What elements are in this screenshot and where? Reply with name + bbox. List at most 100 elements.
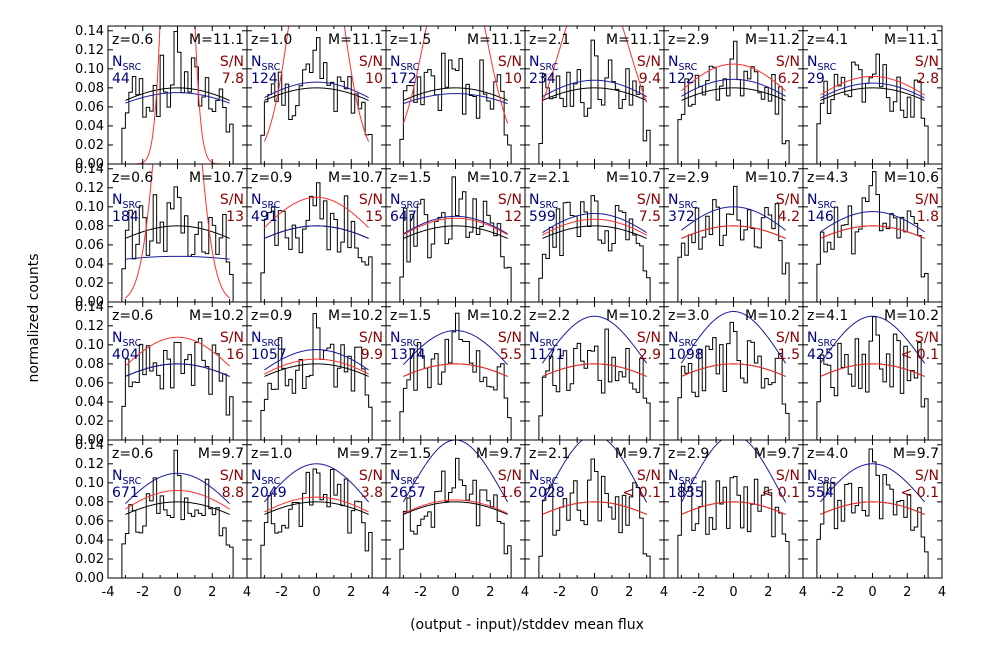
x-tick-label: -2 bbox=[275, 585, 288, 600]
y-tick-label: 0.04 bbox=[75, 257, 104, 272]
sn-label: S/N bbox=[915, 468, 939, 484]
sn-value: < 0.1 bbox=[901, 347, 939, 363]
redshift-label: z=0.9 bbox=[251, 170, 292, 186]
blue-model-curve bbox=[403, 93, 508, 105]
histogram bbox=[538, 39, 651, 164]
sn-label: S/N bbox=[220, 192, 244, 208]
blue-model-curve bbox=[542, 212, 647, 234]
mass-label: M=10.2 bbox=[884, 308, 939, 324]
panel-2-5: z=4.1 M=10.2 NSRC S/N 425 < 0.1 bbox=[802, 301, 943, 441]
histogram bbox=[399, 176, 512, 302]
redshift-label: z=0.6 bbox=[112, 308, 153, 324]
nsrc-value: 1171 bbox=[529, 347, 565, 363]
nsrc-value: 172 bbox=[390, 71, 417, 87]
redshift-label: z=2.1 bbox=[529, 170, 570, 186]
redshift-label: z=1.5 bbox=[390, 170, 431, 186]
y-tick-label: 0.14 bbox=[75, 162, 104, 177]
y-tick-label: 0.02 bbox=[75, 414, 104, 429]
y-tick-label: 0.00 bbox=[75, 571, 104, 586]
red-model-curve bbox=[541, 26, 648, 103]
redshift-label: z=3.0 bbox=[668, 308, 709, 324]
nsrc-label: NSRC bbox=[390, 468, 420, 487]
sn-label: S/N bbox=[359, 192, 383, 208]
blue-model-curve bbox=[402, 440, 509, 503]
y-tick-label: 0.14 bbox=[75, 300, 104, 315]
histogram bbox=[816, 448, 929, 578]
histogram bbox=[399, 457, 512, 578]
histogram bbox=[538, 328, 651, 440]
blue-model-curve bbox=[264, 81, 369, 99]
sn-value: 3.8 bbox=[361, 485, 383, 501]
red-model-curve bbox=[820, 363, 925, 377]
sn-value: 9.4 bbox=[639, 71, 661, 87]
black-fit-curve bbox=[542, 225, 647, 239]
panel-1-5: z=4.3 M=10.6 NSRC S/N 146 1.8 bbox=[802, 163, 943, 303]
red-model-curve bbox=[125, 489, 230, 510]
nsrc-value: 1057 bbox=[251, 347, 287, 363]
mass-label: M=11.1 bbox=[328, 32, 383, 48]
blue-model-curve bbox=[264, 225, 369, 239]
nsrc-value: 2049 bbox=[251, 485, 287, 501]
sn-label: S/N bbox=[637, 468, 661, 484]
panel-0-0: 0.00 0.02 0.04 0.06 0.08 0.10 0.12 0.14 z=0.6 M=1… bbox=[75, 24, 248, 172]
x-tick-label: -2 bbox=[136, 585, 149, 600]
panel-plot-area bbox=[538, 26, 651, 164]
sn-value: 2.9 bbox=[639, 347, 661, 363]
sn-label: S/N bbox=[498, 54, 522, 70]
red-model-curve bbox=[542, 501, 647, 515]
panel-grid: 0.00 0.02 0.04 0.06 0.08 0.10 0.12 0.14 z=0.6 M=1… bbox=[75, 24, 943, 586]
mass-label: M=10.7 bbox=[467, 170, 522, 186]
blue-model-curve bbox=[264, 349, 369, 371]
y-tick-label: 0.14 bbox=[75, 438, 104, 453]
mass-label: M=10.7 bbox=[606, 170, 661, 186]
sn-label: S/N bbox=[637, 330, 661, 346]
nsrc-value: 44 bbox=[112, 71, 130, 87]
panel-3-0: 0.00 0.02 0.04 0.06 0.08 0.10 0.12 0.14 z=0.6 M=9… bbox=[75, 438, 248, 586]
histogram bbox=[816, 171, 929, 302]
nsrc-label: NSRC bbox=[668, 192, 698, 211]
sn-value: < 0.1 bbox=[623, 485, 661, 501]
panel-1-2: z=1.5 M=10.7 NSRC S/N 647 12 bbox=[385, 163, 526, 303]
redshift-label: z=1.5 bbox=[390, 32, 431, 48]
histogram bbox=[121, 449, 234, 578]
red-model-curve bbox=[263, 26, 370, 142]
y-tick-label: 0.10 bbox=[75, 200, 104, 215]
blue-model-curve bbox=[541, 440, 648, 503]
panel-plot-area bbox=[399, 176, 512, 302]
mass-label: M=9.7 bbox=[476, 446, 522, 462]
y-tick-label: 0.06 bbox=[75, 238, 104, 253]
panel-3-3: z=2.1 M=9.7 NSRC S/N 2028 < 0.1 bbox=[524, 439, 665, 579]
nsrc-label: NSRC bbox=[529, 468, 559, 487]
histogram bbox=[399, 312, 512, 440]
nsrc-label: NSRC bbox=[112, 54, 142, 73]
panel-plot-area bbox=[260, 463, 373, 578]
y-tick-label: 0.10 bbox=[75, 476, 104, 491]
panel-2-4: z=3.0 M=10.2 NSRC S/N 1098 1.5 bbox=[663, 301, 804, 441]
mass-label: M=9.7 bbox=[893, 446, 939, 462]
redshift-label: z=2.9 bbox=[668, 32, 709, 48]
redshift-label: z=1.0 bbox=[251, 32, 292, 48]
nsrc-value: 1098 bbox=[668, 347, 704, 363]
nsrc-label: NSRC bbox=[807, 330, 837, 349]
sn-label: S/N bbox=[776, 330, 800, 346]
x-tick-label: 2 bbox=[486, 585, 494, 600]
black-fit-curve bbox=[125, 225, 230, 239]
nsrc-label: NSRC bbox=[529, 54, 559, 73]
y-tick-label: 0.04 bbox=[75, 533, 104, 548]
histogram bbox=[260, 182, 373, 302]
sn-value: 8.8 bbox=[222, 485, 244, 501]
black-fit-curve bbox=[403, 501, 508, 515]
sn-label: S/N bbox=[776, 468, 800, 484]
panel-plot-area bbox=[121, 164, 234, 302]
nsrc-value: 1374 bbox=[390, 347, 426, 363]
blue-model-curve bbox=[819, 315, 926, 364]
nsrc-value: 404 bbox=[112, 347, 139, 363]
red-model-curve bbox=[681, 63, 786, 92]
sn-label: S/N bbox=[637, 192, 661, 208]
panel-plot-area bbox=[399, 26, 512, 164]
redshift-label: z=4.1 bbox=[807, 308, 848, 324]
mass-label: M=11.2 bbox=[745, 32, 800, 48]
mass-label: M=9.7 bbox=[754, 446, 800, 462]
x-tick-label: 0 bbox=[729, 585, 737, 600]
mass-label: M=10.7 bbox=[328, 170, 383, 186]
